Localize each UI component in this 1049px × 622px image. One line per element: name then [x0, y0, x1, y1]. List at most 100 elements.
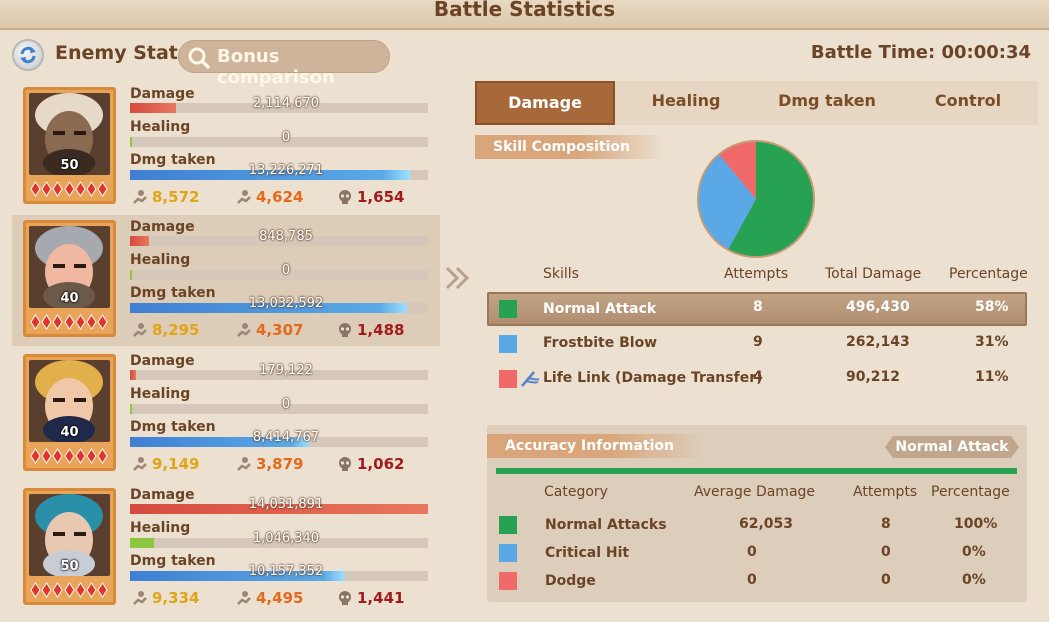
star-gem-icon — [30, 448, 41, 464]
healing-label: Healing — [130, 119, 191, 135]
damage-value: 848,785 — [259, 229, 313, 244]
star-gem-icon — [75, 314, 86, 330]
skull-icon — [339, 323, 351, 337]
stat-2-value: 3,879 — [256, 455, 304, 473]
stat-3: 1,062 — [339, 455, 405, 473]
star-gem-icon — [30, 582, 41, 598]
stat-2: 4,307 — [237, 321, 304, 339]
star-gem-icon — [41, 314, 52, 330]
damage-value: 179,122 — [259, 363, 313, 378]
stat-3-value: 1,062 — [357, 455, 405, 473]
star-gem-icon — [63, 314, 75, 330]
col-average-damage: Average Damage — [694, 484, 816, 500]
stat-1: 9,334 — [133, 589, 200, 607]
healing-bar-fill — [130, 270, 133, 280]
skill-total: 262,143 — [846, 334, 910, 350]
stat-1: 8,295 — [133, 321, 200, 339]
star-gem-icon — [75, 181, 86, 197]
hero-portrait[interactable]: 50 — [23, 488, 116, 605]
skill-row-normal-attack[interactable]: Normal Attack 8 496,430 58% — [487, 292, 1027, 326]
damage-bar: 14,031,891 — [130, 497, 428, 514]
accuracy-category: Critical Hit — [545, 545, 630, 561]
hero-portrait[interactable]: 40 — [23, 220, 116, 337]
stat-1-value: 8,295 — [152, 321, 200, 339]
star-gem-icon — [97, 314, 108, 330]
stat-1-value: 9,334 — [152, 589, 200, 607]
green-swatch — [499, 300, 517, 318]
healing-value: 0 — [281, 130, 291, 145]
healing-bar-fill — [130, 538, 154, 548]
star-gem-icon — [30, 181, 41, 197]
healing-bar: 1,046,340 — [130, 531, 428, 548]
skill-attempts: 4 — [753, 369, 763, 385]
hand-coins-icon — [237, 591, 251, 605]
star-rating — [30, 582, 109, 598]
star-gem-icon — [63, 582, 75, 598]
dmg-taken-bar-fill — [130, 170, 411, 180]
page-title: Battle Statistics — [433, 0, 616, 21]
damage-bar-fill — [130, 370, 136, 380]
bonus-comparison-label: Bonus comparison — [217, 46, 335, 88]
tab-damage[interactable]: Damage — [475, 81, 615, 125]
damage-bar-fill — [130, 103, 177, 113]
skill-name: Life Link (Damage Transfer) — [543, 370, 763, 386]
accuracy-pct: 100% — [954, 516, 998, 532]
accuracy-category: Normal Attacks — [545, 517, 667, 533]
skill-attempts: 8 — [753, 299, 763, 315]
stat-2-value: 4,624 — [256, 188, 304, 206]
star-gem-icon — [41, 582, 52, 598]
star-gem-icon — [63, 448, 75, 464]
healing-value: 0 — [281, 263, 291, 278]
refresh-button[interactable] — [12, 39, 44, 71]
hero-avatar — [29, 226, 110, 308]
stat-3-value: 1,488 — [357, 321, 405, 339]
star-rating — [30, 448, 109, 464]
hero-row[interactable]: 40 Damage 179,122 Healing 0 Dmg taken 8,414,76… — [12, 349, 440, 480]
pie-slice — [719, 142, 756, 199]
col-attempts: Attempts — [724, 266, 789, 282]
accuracy-header: Accuracy Information — [487, 434, 705, 458]
skill-total: 496,430 — [846, 299, 910, 315]
dmg-taken-bar-fill — [130, 571, 345, 581]
accuracy-avg: 0 — [747, 572, 757, 588]
hero-row[interactable]: 50 Damage 14,031,891 Healing 1,046,340 Dmg ta… — [12, 483, 440, 614]
star-gem-icon — [52, 314, 63, 330]
star-gem-icon — [97, 181, 108, 197]
hand-coins-icon — [237, 190, 251, 204]
hero-row[interactable]: 40 Damage 848,785 Healing 0 Dmg taken 13,032,5… — [12, 215, 440, 346]
hero-row[interactable]: 50 Damage 2,114,670 Healing 0 Dmg taken 13,226… — [12, 82, 440, 213]
red-swatch — [499, 370, 517, 388]
damage-label: Damage — [130, 353, 195, 369]
skill-selector-tag[interactable]: Normal Attack — [885, 436, 1019, 458]
star-gem-icon — [30, 314, 41, 330]
dmg-taken-bar-fill — [130, 437, 309, 447]
pie-slice — [728, 142, 813, 256]
dmg-taken-label: Dmg taken — [130, 553, 216, 569]
bonus-comparison-button[interactable]: Bonus comparison — [178, 40, 390, 88]
stat-2-value: 4,307 — [256, 321, 304, 339]
stat-2: 4,624 — [237, 188, 304, 206]
skull-icon — [339, 190, 351, 204]
star-gem-icon — [97, 582, 108, 598]
dmg-taken-value: 8,414,767 — [252, 430, 320, 445]
star-gem-icon — [52, 582, 63, 598]
star-gem-icon — [97, 448, 108, 464]
dmg-taken-label: Dmg taken — [130, 152, 216, 168]
skill-pct: 31% — [975, 334, 1009, 350]
skill-row-life-link[interactable]: Life Link (Damage Transfer) 4 90,212 11% — [487, 362, 1027, 396]
tab-dmg-taken[interactable]: Dmg taken — [778, 91, 876, 110]
hero-face-icon — [29, 226, 110, 308]
healing-value: 1,046,340 — [252, 531, 320, 546]
star-gem-icon — [75, 448, 86, 464]
healing-bar: 0 — [130, 263, 428, 280]
col-total-damage: Total Damage — [825, 266, 922, 282]
tab-control[interactable]: Control — [934, 91, 1002, 110]
star-rating — [30, 314, 109, 330]
accuracy-avg: 0 — [747, 544, 757, 560]
tab-healing[interactable]: Healing — [651, 91, 721, 110]
damage-label: Damage — [130, 219, 195, 235]
hero-portrait[interactable]: 50 — [23, 87, 116, 204]
hero-portrait[interactable]: 40 — [23, 354, 116, 471]
skill-row-frostbite-blow[interactable]: Frostbite Blow 9 262,143 31% — [487, 327, 1027, 361]
hero-level: 40 — [60, 291, 79, 306]
